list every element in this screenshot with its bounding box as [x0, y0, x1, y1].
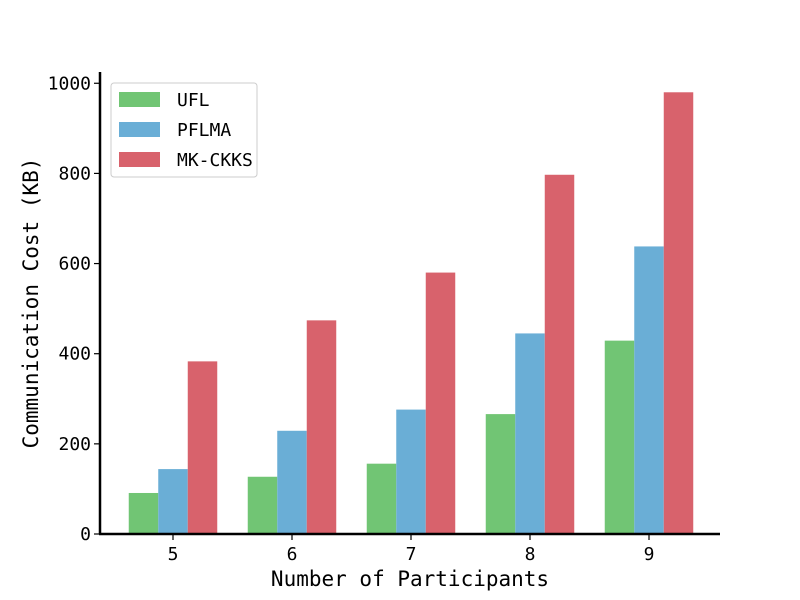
x-tick-label: 5 [168, 544, 179, 565]
y-tick-label: 1000 [48, 73, 91, 94]
x-tick-label: 6 [287, 544, 298, 565]
legend-swatch-ufl [119, 92, 160, 107]
bar-ufl-9 [604, 340, 635, 534]
bar-mk-ckks-8 [544, 174, 575, 534]
legend-label-pflma: PFLMA [177, 120, 231, 141]
bar-ufl-7 [366, 463, 397, 534]
bar-mk-ckks-9 [663, 92, 694, 534]
x-tick-label: 8 [525, 544, 536, 565]
bar-ufl-5 [128, 492, 159, 534]
x-tick-label: 9 [644, 544, 655, 565]
legend: UFL PFLMA MK-CKKS [110, 82, 258, 178]
legend-swatch-pflma [119, 122, 160, 137]
x-axis-title: Number of Participants [271, 567, 549, 591]
x-ticks: 5 6 7 8 9 [168, 534, 655, 565]
bar-pflma-9 [634, 246, 664, 534]
y-axis-title: Communication Cost (KB) [19, 158, 43, 449]
y-tick-label: 0 [80, 524, 91, 545]
bar-pflma-5 [158, 469, 188, 534]
legend-swatch-mk-ckks [119, 152, 160, 167]
y-tick-label: 800 [58, 163, 91, 184]
bar-pflma-7 [396, 409, 426, 534]
bar-pflma-8 [515, 333, 545, 534]
legend-label-mk-ckks: MK-CKKS [177, 150, 253, 171]
legend-label-ufl: UFL [177, 90, 210, 111]
bar-ufl-6 [247, 476, 278, 534]
bar-mk-ckks-6 [306, 320, 337, 534]
bar-mk-ckks-7 [425, 272, 456, 534]
bar-mk-ckks-5 [187, 361, 218, 534]
y-tick-label: 400 [58, 344, 91, 365]
y-tick-label: 200 [58, 434, 91, 455]
bar-pflma-6 [277, 430, 307, 534]
bar-ufl-8 [485, 414, 516, 534]
x-tick-label: 7 [406, 544, 417, 565]
bars-group [128, 92, 694, 534]
y-ticks: 0 200 400 600 800 1000 [48, 73, 100, 545]
y-tick-label: 600 [58, 254, 91, 275]
